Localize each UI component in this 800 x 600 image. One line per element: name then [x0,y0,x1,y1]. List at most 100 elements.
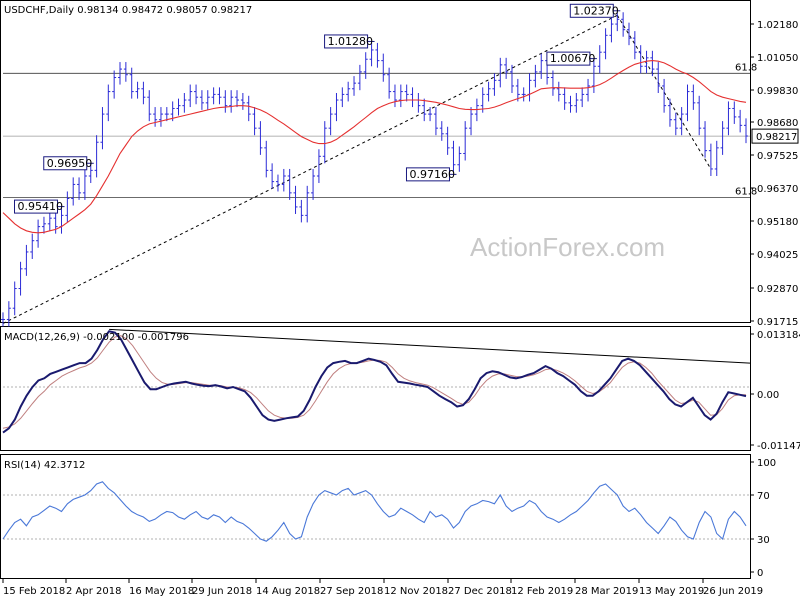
price-bar [153,107,158,127]
watermark: ActionForex.com [470,232,665,262]
price-bar [334,92,339,122]
price-bar [252,107,257,136]
x-tick-label: 26 Jun 2019 [703,586,763,597]
price-bar [287,168,292,200]
price-bar [194,84,199,105]
price-bar [486,81,491,102]
price-bar [36,219,41,248]
price-bar [451,140,456,172]
price-bar [597,45,602,74]
price-bar [293,185,298,214]
price-y-tick-label: 0.92870 [757,284,798,295]
price-bar [521,87,526,102]
macd-y-tick-label: -0.011479 [757,441,800,452]
price-layer: 61.8 61.8 1.00670 1.01280 1.02370 0.95410 0.97… [1,3,757,327]
price-bar [322,121,327,164]
price-bar [270,163,275,189]
x-tick-label: 14 Aug 2018 [256,586,320,597]
price-bar [492,73,497,96]
price-bar [316,149,321,184]
price-bar [422,98,427,122]
price-bar [118,62,123,85]
price-bar [41,216,46,234]
price-bar [738,109,743,133]
price-bar [591,59,596,93]
x-tick-label: 28 Mar 2019 [575,586,638,597]
price-bar [264,140,269,178]
price-bar [410,87,415,108]
price-bar [246,95,251,122]
price-bar [129,67,134,99]
macd-trendline [109,328,751,364]
moving-average-line [2,60,747,234]
price-bar [562,87,567,110]
price-bar [12,281,17,316]
annotation-label-2: 1.02370 [573,4,619,17]
price-bar [82,168,87,200]
price-bar [697,95,702,136]
price-bar [428,107,433,122]
price-bar [199,90,204,110]
price-bar [404,84,409,102]
x-tick-label: 12 Nov 2018 [384,586,448,597]
price-bar [217,87,222,105]
fib-label-1: 61.8 [735,187,757,198]
price-bar [357,64,362,91]
price-bar [77,177,82,200]
price-bar [275,174,280,192]
price-y-tick-label: 0.91715 [757,317,798,328]
price-bar [662,78,667,113]
price-bar [106,84,111,122]
price-bar [235,90,240,108]
annotation-label-4: 0.97160 [409,168,455,181]
price-bar [498,57,503,88]
price-bar [158,107,163,127]
rsi-y-tick-label: 100 [757,458,776,469]
price-bar [71,177,76,206]
price-bar [387,67,392,99]
price-bar [164,107,169,122]
price-bar [603,28,608,60]
fib-label-0: 61.8 [735,62,757,73]
price-bar [556,81,561,102]
price-bar [223,90,228,113]
price-bar [463,121,468,161]
price-bar [182,92,187,113]
price-bar [609,17,614,43]
price-bar [258,121,263,155]
price-bar [469,107,474,136]
price-y-tick-label: 0.94025 [757,250,798,261]
rsi-header: RSI(14) 42.3712 [4,460,85,471]
macd-signal-line [2,335,746,429]
price-bar [363,52,368,79]
macd-y-tick-label: 0.00 [757,390,779,401]
price-bar [100,107,105,150]
price-bar [18,261,23,296]
price-bar [580,87,585,108]
price-bar [527,73,532,102]
macd-panel-frame [0,326,751,451]
price-bar [147,90,152,122]
price-bar [416,92,421,113]
price-bar [457,146,462,172]
price-y-tick-label: 0.96370 [757,184,798,195]
price-y-tick-label: 1.02180 [757,20,798,31]
price-bar [47,211,52,231]
price-bar [30,233,35,259]
price-bar [24,244,29,276]
price-bar [673,112,678,136]
price-bar [94,135,99,178]
annotation-box-0 [546,51,591,66]
x-tick-label: 13 May 2019 [639,586,704,597]
price-bar [644,50,649,74]
rsi-y-tick-label: 70 [757,491,770,502]
price-bar [714,140,719,176]
price-bar [311,168,316,200]
rising-trendline [2,14,618,324]
x-tick-label: 2 Apr 2018 [66,586,121,597]
x-tick-label: 29 Jun 2018 [192,586,252,597]
price-bar [720,121,725,155]
price-bar [439,121,444,141]
price-bar [112,70,117,99]
